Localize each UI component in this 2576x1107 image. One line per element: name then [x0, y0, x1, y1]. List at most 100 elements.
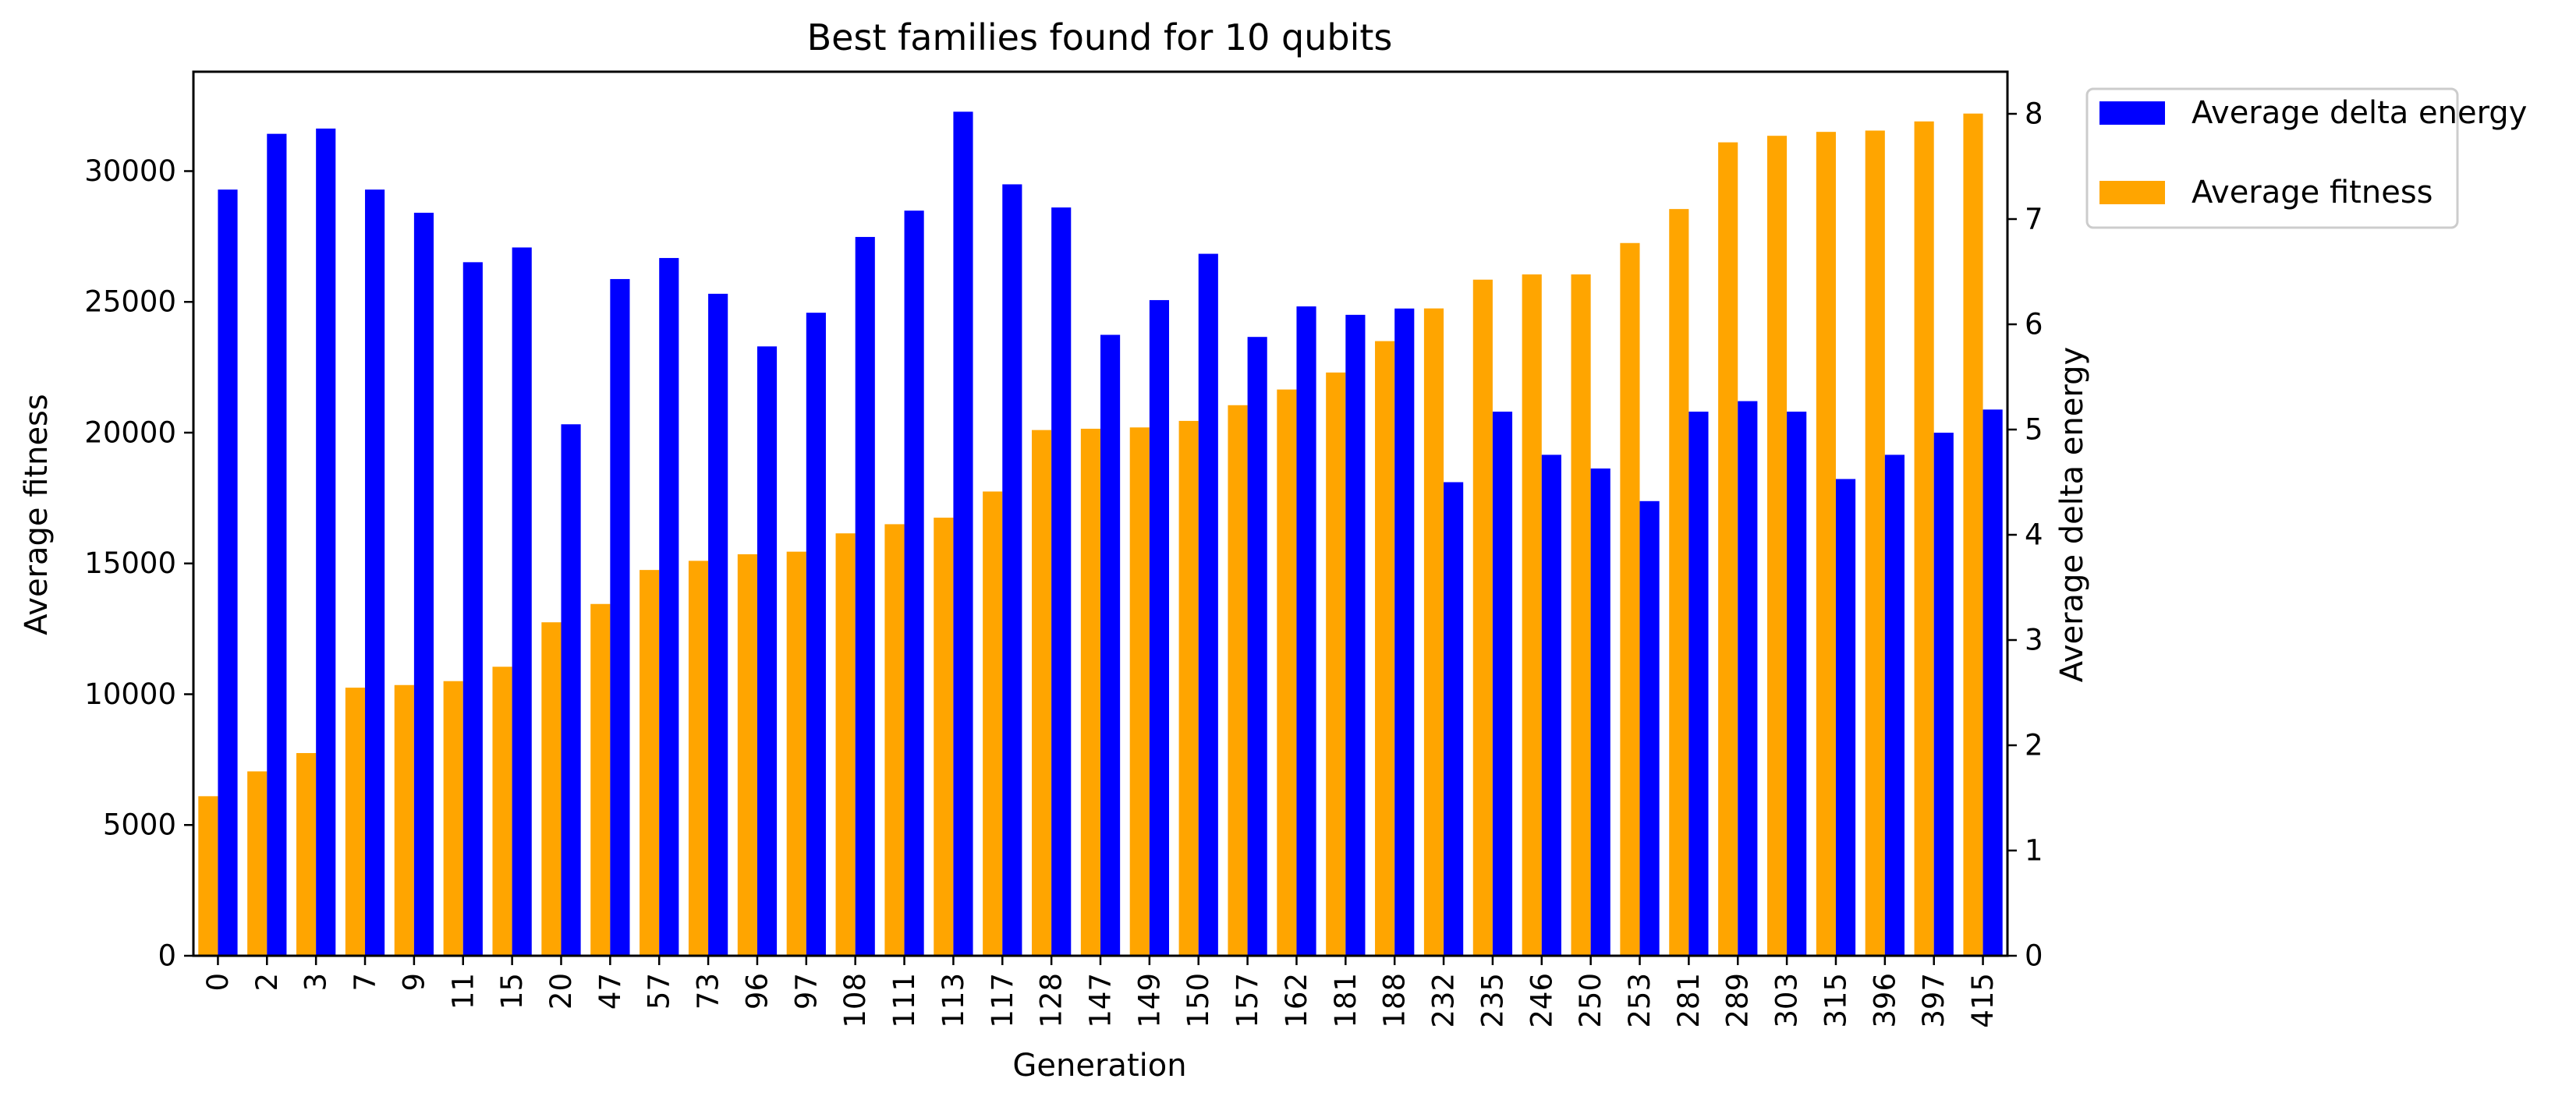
x-tick-label: 162: [1280, 973, 1313, 1028]
bar-fitness: [247, 771, 268, 956]
bar-fitness: [1865, 130, 1885, 956]
bar-fitness: [492, 667, 512, 956]
bar-delta-energy: [757, 346, 778, 957]
y-axis-right-label: Average delta energy: [2054, 347, 2090, 682]
bar-delta-energy: [610, 278, 630, 956]
bar-fitness: [1375, 341, 1395, 956]
x-tick-label: 147: [1084, 973, 1118, 1028]
bar-fitness: [983, 491, 1003, 956]
bar-delta-energy: [904, 210, 924, 956]
bar-fitness: [640, 570, 660, 956]
x-tick-label: 3: [299, 973, 333, 992]
bar-delta-energy: [1296, 306, 1316, 956]
bar-delta-energy: [413, 212, 434, 956]
bar-delta-energy: [1541, 454, 1561, 956]
bar-fitness: [345, 688, 366, 956]
bar-delta-energy: [1492, 412, 1513, 956]
bar-fitness: [1571, 274, 1591, 957]
bar-fitness: [884, 524, 905, 956]
bar-delta-energy: [365, 189, 385, 956]
x-tick-label: 232: [1427, 973, 1461, 1028]
x-tick-label: 128: [1035, 973, 1068, 1028]
bar-delta-energy: [1590, 468, 1610, 956]
bar-fitness: [590, 603, 611, 956]
x-tick-label: 250: [1574, 973, 1607, 1028]
bar-fitness: [1228, 405, 1248, 956]
bar-fitness: [1423, 308, 1444, 956]
y-left-tick-label: 0: [158, 939, 176, 973]
bar-delta-energy: [1247, 337, 1267, 956]
x-tick-label: 149: [1132, 973, 1166, 1028]
bar-fitness: [296, 752, 317, 956]
x-tick-label: 111: [888, 973, 921, 1028]
bar-delta-energy: [1688, 412, 1709, 956]
x-tick-label: 96: [740, 973, 774, 1010]
x-tick-label: 113: [937, 973, 970, 1028]
x-tick-label: 9: [397, 973, 431, 992]
y-left-tick-label: 25000: [84, 285, 176, 319]
legend-swatch-fitness: [2099, 181, 2165, 204]
bar-delta-energy: [1149, 299, 1170, 956]
y-right-tick-label: 1: [2025, 834, 2043, 868]
x-tick-label: 150: [1182, 973, 1215, 1028]
x-tick-label: 11: [446, 973, 480, 1010]
x-tick-label: 188: [1378, 973, 1412, 1028]
y-right-tick-label: 6: [2025, 308, 2043, 341]
bar-delta-energy: [1002, 184, 1022, 956]
x-tick-label: 7: [349, 973, 382, 992]
x-tick-label: 181: [1329, 973, 1362, 1028]
bar-delta-energy: [659, 257, 679, 956]
axes-group: 0 2 3 7 9 11 15 20 47 57 73 96 97 108 111 113 117 128 147 1…: [84, 70, 2043, 1028]
bar-delta-energy: [1051, 207, 1072, 956]
y-left-tick-label: 5000: [103, 808, 176, 842]
x-axis-label: Generation: [1012, 1048, 1186, 1084]
bar-fitness: [786, 551, 806, 956]
bar-fitness: [443, 681, 463, 956]
bar-fitness: [1129, 427, 1150, 956]
bar-fitness: [541, 622, 562, 956]
bar-delta-energy: [708, 293, 728, 957]
bar-delta-energy: [561, 424, 581, 956]
x-tick-label: 108: [838, 973, 872, 1028]
bar-delta-energy: [316, 128, 336, 956]
x-tick-label: 303: [1770, 973, 1804, 1028]
bar-delta-energy: [953, 111, 973, 956]
bar-delta-energy: [512, 247, 532, 956]
bar-delta-energy: [1884, 454, 1905, 956]
bar-fitness: [1031, 430, 1052, 956]
bar-delta-energy: [1835, 479, 1856, 956]
bar-fitness: [1816, 132, 1836, 957]
bar-fitness: [1718, 142, 1738, 956]
bar-delta-energy: [1639, 500, 1660, 956]
y-right-tick-label: 7: [2025, 203, 2043, 236]
y-right-tick-label: 3: [2025, 624, 2043, 657]
x-tick-label: 0: [201, 973, 235, 992]
bar-fitness: [1620, 242, 1640, 957]
bar-fitness: [688, 561, 709, 956]
bar-delta-energy: [1738, 401, 1758, 956]
bar-delta-energy: [1345, 314, 1366, 957]
y-axis-left-label: Average fitness: [19, 394, 55, 635]
bar-delta-energy: [1982, 409, 2003, 956]
legend-frame: [2085, 87, 2459, 229]
x-tick-label: 281: [1672, 973, 1706, 1028]
legend-label-delta-energy: Average delta energy: [2192, 95, 2527, 131]
bar-delta-energy: [1198, 253, 1218, 956]
x-tick-label: 246: [1525, 973, 1558, 1028]
bar-fitness: [1963, 113, 1983, 957]
y-left-tick-label: 30000: [84, 154, 176, 188]
x-tick-label: 397: [1917, 973, 1951, 1028]
bar-fitness: [1178, 420, 1199, 956]
bar-fitness: [1914, 121, 1934, 956]
legend: Average delta energy Average fitness: [2085, 87, 2527, 229]
x-tick-label: 253: [1623, 973, 1657, 1028]
bar-fitness: [737, 554, 757, 956]
y-right-tick-label: 2: [2025, 729, 2043, 762]
bar-delta-energy: [1394, 308, 1415, 956]
bar-fitness: [1326, 372, 1346, 957]
bar-fitness: [1277, 389, 1297, 956]
chart-title: Best families found for 10 qubits: [807, 16, 1393, 58]
bar-fitness: [394, 684, 414, 956]
